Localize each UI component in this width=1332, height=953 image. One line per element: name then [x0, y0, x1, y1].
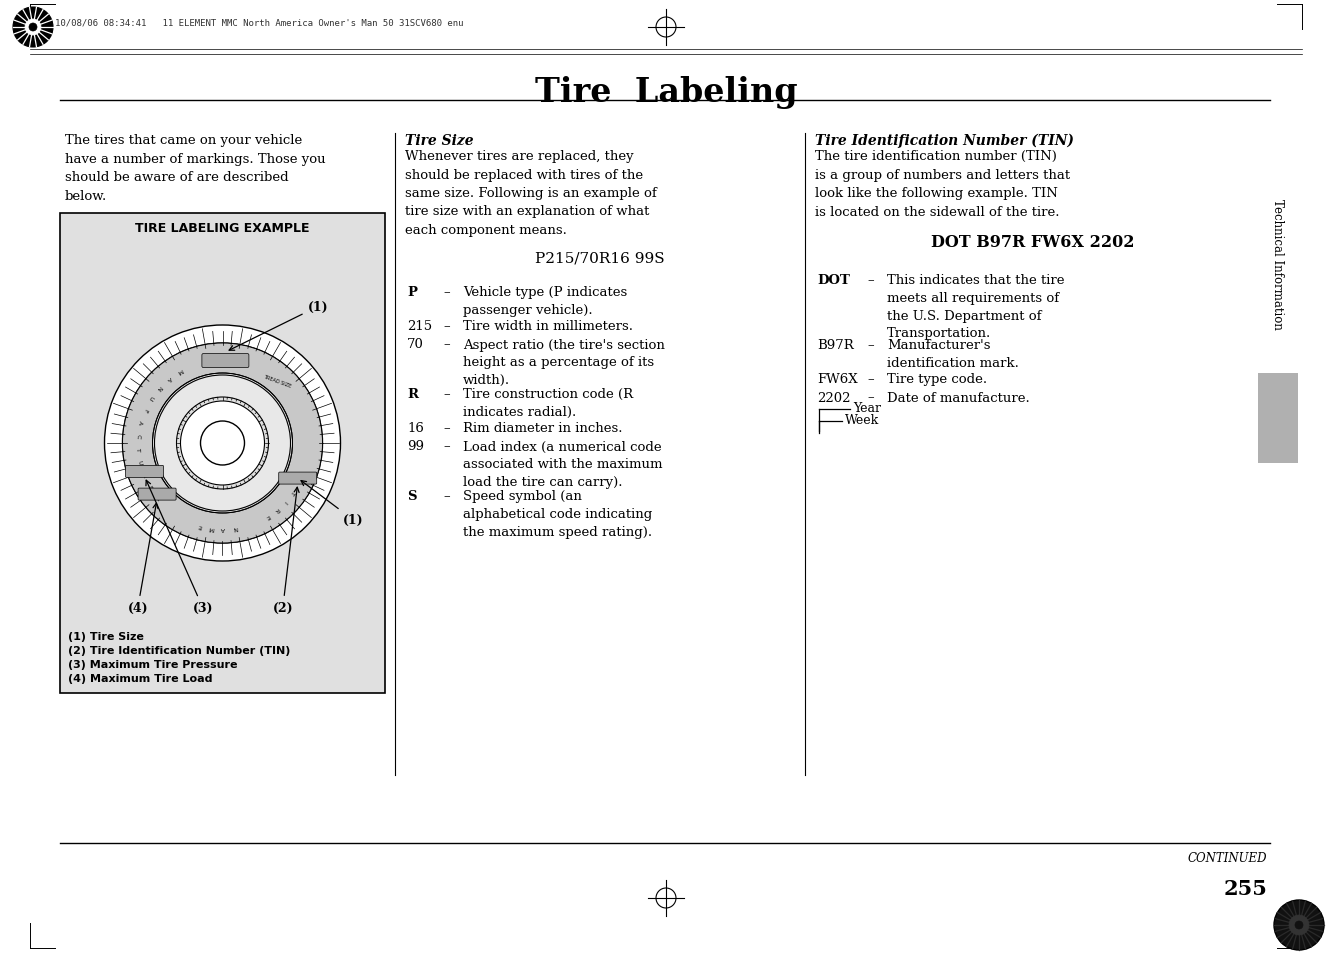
Text: –: –	[867, 373, 874, 386]
Text: A: A	[137, 419, 143, 425]
Text: –: –	[444, 319, 450, 333]
Text: 10/08/06 08:34:41   11 ELEMENT MMC North America Owner's Man 50 31SCV680 enu: 10/08/06 08:34:41 11 ELEMENT MMC North A…	[55, 18, 464, 28]
Text: –: –	[444, 388, 450, 400]
Text: P: P	[408, 286, 417, 298]
Text: R: R	[408, 388, 418, 400]
Text: 16: 16	[408, 421, 424, 435]
Wedge shape	[123, 344, 322, 543]
Circle shape	[29, 24, 37, 32]
Text: U: U	[148, 395, 155, 401]
Text: –: –	[444, 490, 450, 502]
Text: (1): (1)	[229, 301, 328, 351]
Circle shape	[201, 421, 245, 465]
Text: –: –	[867, 338, 874, 352]
Text: S: S	[408, 490, 417, 502]
Text: –: –	[444, 440, 450, 453]
Text: A: A	[165, 375, 172, 381]
Text: Speed symbol (an
alphabetical code indicating
the maximum speed rating).: Speed symbol (an alphabetical code indic…	[464, 490, 653, 538]
Bar	[1257, 374, 1297, 463]
Text: Load index (a numerical code
associated with the maximum
load the tire can carry: Load index (a numerical code associated …	[464, 440, 662, 489]
Circle shape	[1273, 900, 1324, 950]
FancyBboxPatch shape	[139, 489, 176, 500]
Text: T: T	[289, 489, 296, 496]
Text: (2): (2)	[273, 488, 300, 615]
Circle shape	[1289, 915, 1309, 935]
Text: CONTINUED: CONTINUED	[1188, 851, 1267, 864]
Text: Whenever tires are replaced, they
should be replaced with tires of the
same size: Whenever tires are replaced, they should…	[405, 150, 657, 236]
FancyBboxPatch shape	[202, 355, 249, 368]
FancyBboxPatch shape	[278, 473, 317, 484]
Text: Tire  Labeling: Tire Labeling	[534, 76, 798, 109]
Text: DOT B97R FW6X 2202: DOT B97R FW6X 2202	[931, 233, 1135, 251]
Text: Tire width in millimeters.: Tire width in millimeters.	[464, 319, 633, 333]
Text: B97R: B97R	[817, 338, 854, 352]
FancyBboxPatch shape	[125, 466, 164, 477]
Text: Rim diameter in inches.: Rim diameter in inches.	[464, 421, 622, 435]
Text: (1) Tire Size: (1) Tire Size	[68, 631, 144, 641]
Text: 70: 70	[408, 338, 424, 351]
Text: Manufacturer's
identification mark.: Manufacturer's identification mark.	[887, 338, 1019, 370]
Text: –: –	[867, 391, 874, 404]
Circle shape	[25, 20, 41, 36]
Text: Week: Week	[844, 414, 879, 427]
Text: N: N	[156, 383, 163, 391]
Text: R: R	[273, 506, 280, 513]
Text: Tire construction code (R
indicates radial).: Tire construction code (R indicates radi…	[464, 388, 633, 418]
Text: Date of manufacture.: Date of manufacture.	[887, 391, 1030, 404]
Text: DOT: DOT	[817, 274, 850, 287]
Text: (4): (4)	[128, 504, 159, 615]
Text: E: E	[198, 522, 202, 529]
Text: C: C	[135, 433, 141, 437]
Text: Tire Size: Tire Size	[405, 133, 474, 148]
Text: E: E	[264, 513, 270, 519]
Text: Tire type code.: Tire type code.	[887, 373, 987, 386]
Text: TIRE LABELING EXAMPLE: TIRE LABELING EXAMPLE	[136, 222, 310, 234]
Text: Aspect ratio (the tire's section
height as a percentage of its
width).: Aspect ratio (the tire's section height …	[464, 338, 665, 387]
Text: M: M	[209, 525, 214, 531]
Text: P215/70R16 99S: P215/70R16 99S	[535, 252, 665, 266]
Wedge shape	[104, 326, 341, 561]
Text: FW6X: FW6X	[817, 373, 858, 386]
Text: (2) Tire Identification Number (TIN): (2) Tire Identification Number (TIN)	[68, 645, 290, 656]
Circle shape	[1295, 921, 1303, 929]
Circle shape	[181, 401, 265, 485]
Text: The tires that came on your vehicle
have a number of markings. Those you
should : The tires that came on your vehicle have…	[65, 133, 325, 202]
Text: (4) Maximum Tire Load: (4) Maximum Tire Load	[68, 673, 213, 683]
Text: 2202: 2202	[817, 391, 851, 404]
Text: R: R	[155, 495, 161, 501]
Text: F: F	[141, 407, 148, 412]
Text: E: E	[147, 484, 153, 490]
Text: (3): (3)	[147, 480, 213, 615]
Text: A: A	[221, 526, 225, 531]
Wedge shape	[155, 375, 290, 512]
Text: (1): (1)	[301, 481, 364, 526]
Text: 99: 99	[408, 440, 424, 453]
Text: The tire identification number (TIN)
is a group of numbers and letters that
look: The tire identification number (TIN) is …	[815, 150, 1070, 218]
Text: Technical Information: Technical Information	[1272, 198, 1284, 329]
Text: (3) Maximum Tire Pressure: (3) Maximum Tire Pressure	[68, 659, 237, 669]
Bar	[60, 213, 385, 693]
Text: U: U	[137, 459, 143, 465]
Text: This indicates that the tire
meets all requirements of
the U.S. Department of
Tr: This indicates that the tire meets all r…	[887, 274, 1064, 340]
Text: –: –	[444, 338, 450, 351]
Text: –: –	[867, 274, 874, 287]
Text: N: N	[232, 525, 237, 531]
Text: –: –	[444, 286, 450, 298]
Circle shape	[13, 8, 53, 48]
Text: M: M	[176, 367, 184, 374]
Text: 215: 215	[408, 319, 432, 333]
Text: TREAD SIZE: TREAD SIZE	[262, 375, 292, 389]
Text: –: –	[444, 421, 450, 435]
Text: I: I	[282, 498, 288, 503]
Text: R: R	[140, 472, 147, 478]
Text: Tire Identification Number (TIN): Tire Identification Number (TIN)	[815, 133, 1074, 149]
Text: Year: Year	[852, 401, 880, 415]
Text: 255: 255	[1223, 878, 1267, 898]
Text: T: T	[135, 447, 140, 451]
Text: Vehicle type (P indicates
passenger vehicle).: Vehicle type (P indicates passenger vehi…	[464, 286, 627, 316]
